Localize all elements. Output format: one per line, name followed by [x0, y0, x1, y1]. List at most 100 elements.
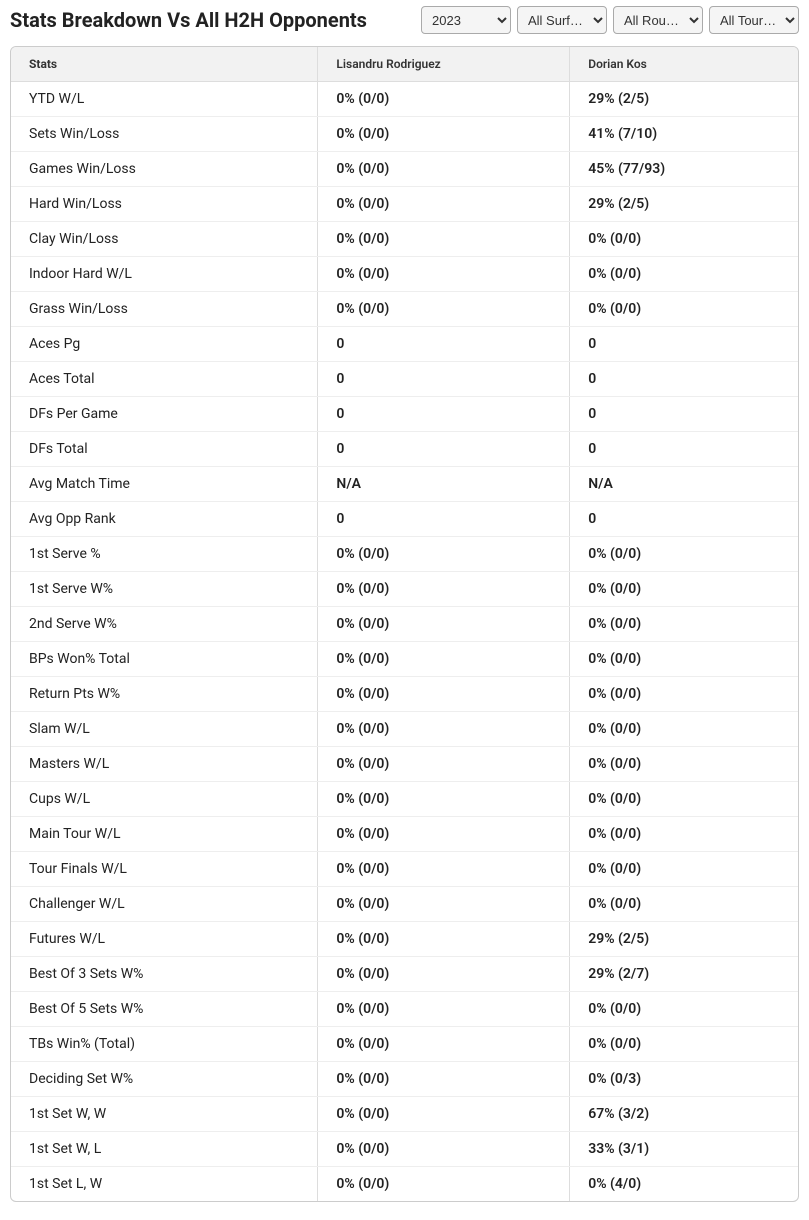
stat-label: Best Of 3 Sets W% [11, 957, 318, 992]
stat-label: Deciding Set W% [11, 1062, 318, 1097]
stat-label: Masters W/L [11, 747, 318, 782]
table-row: Cups W/L0% (0/0)0% (0/0) [11, 782, 798, 817]
filter-bar: 2023 All Surf… All Rou… All Tour… [421, 6, 799, 34]
player2-value: 0% (0/0) [570, 817, 798, 852]
player2-value: 0% (0/0) [570, 257, 798, 292]
player1-value: 0% (0/0) [318, 642, 570, 677]
player2-value: 0% (0/3) [570, 1062, 798, 1097]
tour-select[interactable]: All Tour… [709, 6, 799, 34]
player2-value: 0% (0/0) [570, 607, 798, 642]
player1-value: 0% (0/0) [318, 257, 570, 292]
round-select[interactable]: All Rou… [613, 6, 703, 34]
stat-label: 1st Serve % [11, 537, 318, 572]
player1-value: 0% (0/0) [318, 1062, 570, 1097]
player2-value: 41% (7/10) [570, 117, 798, 152]
player1-value: 0% (0/0) [318, 537, 570, 572]
stat-label: Cups W/L [11, 782, 318, 817]
stat-label: Main Tour W/L [11, 817, 318, 852]
table-row: Hard Win/Loss0% (0/0)29% (2/5) [11, 187, 798, 222]
stat-label: Aces Total [11, 362, 318, 397]
player1-value: 0 [318, 397, 570, 432]
table-row: Grass Win/Loss0% (0/0)0% (0/0) [11, 292, 798, 327]
table-row: DFs Total00 [11, 432, 798, 467]
column-header-player1: Lisandru Rodriguez [318, 47, 570, 82]
player1-value: 0 [318, 327, 570, 362]
column-header-stats: Stats [11, 47, 318, 82]
player2-value: 0% (0/0) [570, 712, 798, 747]
player1-value: 0 [318, 432, 570, 467]
player2-value: 0% (4/0) [570, 1167, 798, 1202]
stat-label: TBs Win% (Total) [11, 1027, 318, 1062]
player1-value: 0% (0/0) [318, 1027, 570, 1062]
table-header-row: Stats Lisandru Rodriguez Dorian Kos [11, 47, 798, 82]
player1-value: 0% (0/0) [318, 222, 570, 257]
player1-value: 0% (0/0) [318, 292, 570, 327]
stat-label: Slam W/L [11, 712, 318, 747]
stat-label: DFs Total [11, 432, 318, 467]
player1-value: 0% (0/0) [318, 152, 570, 187]
stat-label: Hard Win/Loss [11, 187, 318, 222]
player2-value: 0% (0/0) [570, 747, 798, 782]
player2-value: 67% (3/2) [570, 1097, 798, 1132]
table-row: 1st Set L, W0% (0/0)0% (4/0) [11, 1167, 798, 1202]
table-row: BPs Won% Total0% (0/0)0% (0/0) [11, 642, 798, 677]
table-row: 2nd Serve W%0% (0/0)0% (0/0) [11, 607, 798, 642]
player2-value: 45% (77/93) [570, 152, 798, 187]
surface-select[interactable]: All Surf… [517, 6, 607, 34]
player1-value: 0% (0/0) [318, 747, 570, 782]
stat-label: Grass Win/Loss [11, 292, 318, 327]
stat-label: Return Pts W% [11, 677, 318, 712]
player2-value: 0% (0/0) [570, 537, 798, 572]
player1-value: 0% (0/0) [318, 572, 570, 607]
stat-label: Games Win/Loss [11, 152, 318, 187]
year-select[interactable]: 2023 [421, 6, 511, 34]
player2-value: 0% (0/0) [570, 677, 798, 712]
stat-label: YTD W/L [11, 82, 318, 117]
table-row: 1st Set W, L0% (0/0)33% (3/1) [11, 1132, 798, 1167]
stats-table: Stats Lisandru Rodriguez Dorian Kos YTD … [11, 47, 798, 1201]
player1-value: 0% (0/0) [318, 712, 570, 747]
player2-value: 0 [570, 327, 798, 362]
player1-value: 0% (0/0) [318, 782, 570, 817]
player1-value: 0% (0/0) [318, 887, 570, 922]
player2-value: N/A [570, 467, 798, 502]
player2-value: 0% (0/0) [570, 852, 798, 887]
table-row: Slam W/L0% (0/0)0% (0/0) [11, 712, 798, 747]
table-row: Best Of 3 Sets W%0% (0/0)29% (2/7) [11, 957, 798, 992]
table-row: Aces Total00 [11, 362, 798, 397]
stat-label: DFs Per Game [11, 397, 318, 432]
player1-value: 0% (0/0) [318, 922, 570, 957]
player2-value: 0% (0/0) [570, 222, 798, 257]
table-row: Masters W/L0% (0/0)0% (0/0) [11, 747, 798, 782]
table-row: Tour Finals W/L0% (0/0)0% (0/0) [11, 852, 798, 887]
player2-value: 0% (0/0) [570, 642, 798, 677]
player2-value: 29% (2/5) [570, 187, 798, 222]
table-row: Sets Win/Loss0% (0/0)41% (7/10) [11, 117, 798, 152]
table-row: 1st Set W, W0% (0/0)67% (3/2) [11, 1097, 798, 1132]
stats-table-container: Stats Lisandru Rodriguez Dorian Kos YTD … [10, 46, 799, 1202]
player1-value: 0% (0/0) [318, 187, 570, 222]
table-row: YTD W/L0% (0/0)29% (2/5) [11, 82, 798, 117]
player2-value: 0% (0/0) [570, 572, 798, 607]
table-row: Futures W/L0% (0/0)29% (2/5) [11, 922, 798, 957]
table-row: Deciding Set W%0% (0/0)0% (0/3) [11, 1062, 798, 1097]
stat-label: Avg Opp Rank [11, 502, 318, 537]
stat-label: Sets Win/Loss [11, 117, 318, 152]
player1-value: 0% (0/0) [318, 852, 570, 887]
player1-value: 0% (0/0) [318, 117, 570, 152]
player2-value: 33% (3/1) [570, 1132, 798, 1167]
stat-label: 1st Set L, W [11, 1167, 318, 1202]
table-row: Avg Opp Rank00 [11, 502, 798, 537]
player1-value: 0 [318, 362, 570, 397]
table-row: Aces Pg00 [11, 327, 798, 362]
stat-label: 1st Set W, L [11, 1132, 318, 1167]
player1-value: 0% (0/0) [318, 607, 570, 642]
table-row: Best Of 5 Sets W%0% (0/0)0% (0/0) [11, 992, 798, 1027]
page-title: Stats Breakdown Vs All H2H Opponents [10, 8, 413, 32]
stat-label: Avg Match Time [11, 467, 318, 502]
stat-label: Indoor Hard W/L [11, 257, 318, 292]
table-row: Avg Match TimeN/AN/A [11, 467, 798, 502]
player2-value: 0 [570, 362, 798, 397]
player2-value: 29% (2/5) [570, 82, 798, 117]
player2-value: 0% (0/0) [570, 992, 798, 1027]
